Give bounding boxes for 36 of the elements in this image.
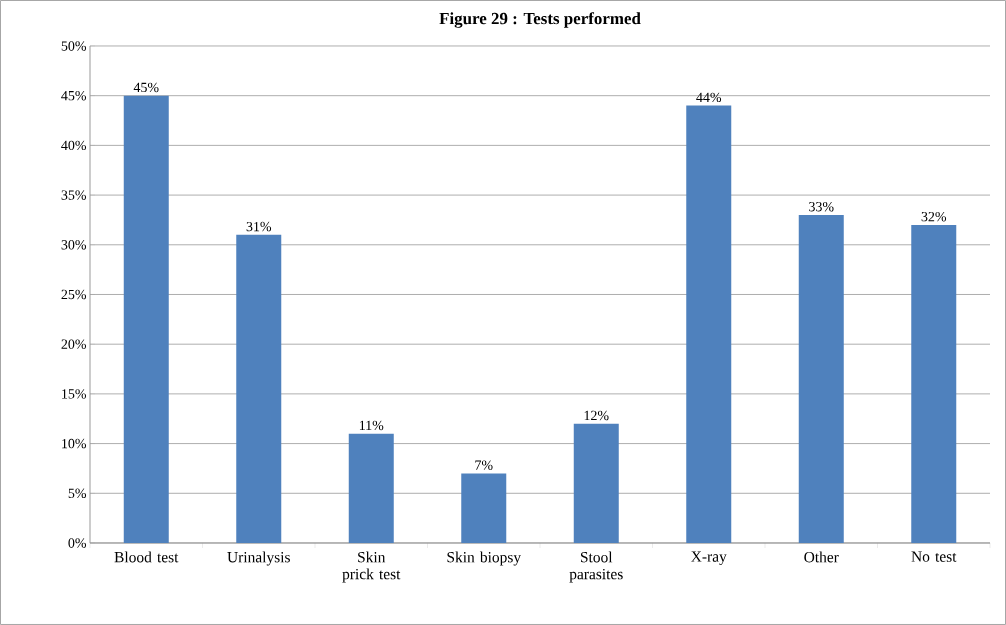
y-tick-label: 0% — [68, 538, 87, 548]
y-tick-label: 15% — [62, 389, 87, 399]
data-label: 31% — [246, 221, 272, 232]
y-tick-label: 25% — [61, 289, 87, 300]
x-tick-label: X-ray — [691, 551, 727, 565]
y-tick-label: 20% — [61, 339, 87, 349]
data-label: 32% — [921, 211, 947, 222]
x-tick-label: Blood test — [114, 551, 179, 563]
x-tick-label: Stool parasites — [569, 551, 623, 583]
bar — [123, 95, 169, 543]
data-label: 33% — [809, 201, 834, 212]
bar — [798, 214, 844, 543]
bar — [348, 433, 394, 543]
data-label: 11% — [359, 420, 384, 431]
y-tick-label: 45% — [61, 90, 87, 101]
x-tick-label: Skin prick test — [342, 551, 401, 583]
data-label: 44% — [696, 92, 722, 103]
y-tick-label: 35% — [61, 190, 87, 200]
bar — [686, 105, 732, 543]
y-tick-label: 10% — [62, 438, 87, 449]
y-tick-label: 40% — [61, 140, 87, 151]
bar — [573, 423, 619, 543]
bar — [461, 473, 507, 543]
y-tick-label: 30% — [61, 240, 87, 250]
bar — [911, 224, 957, 543]
x-tick-label: Other — [804, 551, 839, 563]
y-tick-label: 50% — [61, 41, 87, 51]
x-tick-label: Urinalysis — [227, 551, 290, 566]
y-tick-label: 5% — [68, 488, 87, 499]
data-label: 7% — [475, 460, 493, 470]
x-tick-label: No test — [911, 551, 957, 562]
bar — [236, 234, 282, 543]
data-label: 45% — [133, 82, 159, 93]
data-label: 12% — [584, 410, 609, 421]
x-tick-label: Skin biopsy — [447, 551, 522, 566]
chart-title: Figure 29 : Tests performed — [439, 12, 641, 28]
